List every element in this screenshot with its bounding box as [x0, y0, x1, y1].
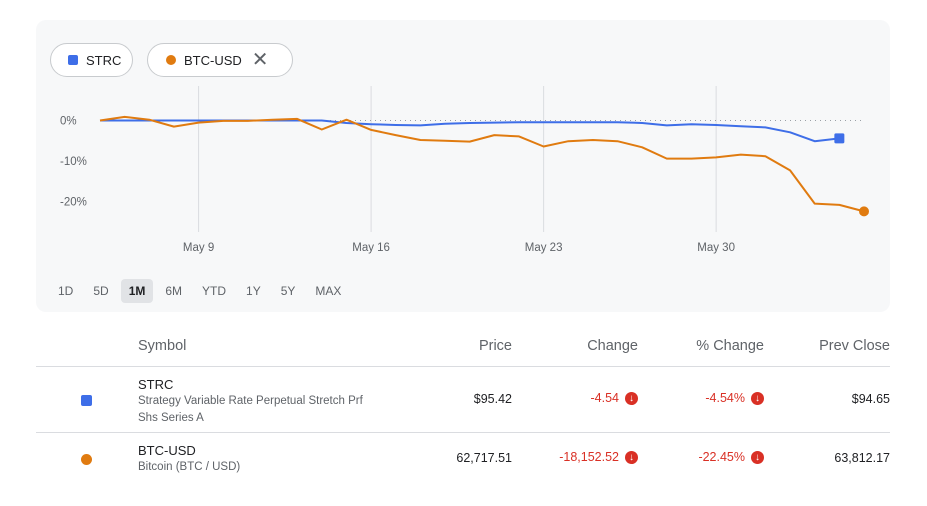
- y-tick-label: -20%: [60, 197, 87, 209]
- header-change: Change: [587, 338, 638, 354]
- x-tick-label: May 16: [352, 242, 390, 254]
- down-arrow-icon: ↓: [625, 391, 638, 405]
- pct-change-text: -22.45%: [698, 450, 745, 464]
- legend-chip-label: STRC: [86, 52, 122, 68]
- table-row[interactable]: STRC Strategy Variable Rate Perpetual St…: [36, 366, 890, 432]
- price-value: $95.42: [473, 392, 512, 406]
- series-end-marker-btc-usd: [859, 206, 869, 217]
- series-line-strc: [100, 119, 840, 143]
- symbol-name: Strategy Variable Rate Perpetual Stretch…: [138, 395, 363, 407]
- series-line-btc-usd: [99, 115, 865, 213]
- range-selector: 1D 5D 1M 6M YTD 1Y 5Y MAX: [50, 279, 353, 303]
- range-button-1d[interactable]: 1D: [58, 284, 74, 298]
- legend-chip-btc[interactable]: BTC-USD ✕: [147, 43, 293, 77]
- btc-circle-icon: [81, 454, 92, 465]
- header-pct-change: % Change: [696, 338, 764, 354]
- range-button-5d[interactable]: 5D: [93, 284, 109, 298]
- legend-chip-label: BTC-USD: [184, 52, 242, 68]
- symbol-cell: STRC Strategy Variable Rate Perpetual St…: [138, 377, 428, 426]
- strc-square-icon: [81, 395, 92, 406]
- change-value: -4.54 ↓: [518, 391, 638, 405]
- change-text: -4.54: [590, 391, 620, 405]
- header-symbol: Symbol: [138, 338, 187, 354]
- pct-change-value: -22.45% ↓: [644, 450, 764, 464]
- range-button-5y[interactable]: 5Y: [280, 284, 296, 298]
- change-value: -18,152.52 ↓: [518, 450, 638, 464]
- y-tick-label: -10%: [60, 156, 87, 168]
- chart-panel: STRC BTC-USD ✕ May 9 May 16 May 23 May 30 0%…: [36, 20, 890, 312]
- x-tick-label: May 30: [697, 242, 735, 254]
- down-arrow-icon: ↓: [625, 450, 638, 464]
- range-button-6m[interactable]: 6M: [165, 284, 183, 298]
- header-prev-close: Prev Close: [819, 338, 890, 354]
- range-button-max[interactable]: MAX: [315, 284, 342, 298]
- range-button-1y[interactable]: 1Y: [246, 284, 261, 298]
- prev-close-value: $94.65: [851, 392, 890, 406]
- legend-chip-strc[interactable]: STRC: [50, 43, 133, 77]
- strc-square-icon: [68, 55, 78, 65]
- price-value: 62,717.51: [456, 451, 512, 465]
- symbol-name-cont: Shs Series A: [138, 412, 204, 424]
- range-button-ytd[interactable]: YTD: [202, 284, 227, 298]
- symbol-cell: BTC-USD Bitcoin (BTC / USD): [138, 443, 428, 475]
- line-chart: May 9 May 16 May 23 May 30 0% -10% -20%: [60, 86, 869, 254]
- x-tick-label: May 9: [183, 242, 214, 254]
- x-tick-label: May 23: [525, 242, 563, 254]
- pct-change-text: -4.54%: [705, 391, 745, 405]
- btc-circle-icon: [166, 55, 176, 65]
- series-end-marker-strc: [834, 133, 845, 144]
- pct-change-value: -4.54% ↓: [644, 391, 764, 405]
- table-row[interactable]: BTC-USD Bitcoin (BTC / USD) 62,717.51 -1…: [36, 432, 890, 486]
- down-arrow-icon: ↓: [751, 391, 764, 405]
- down-arrow-icon: ↓: [751, 450, 764, 464]
- symbol-name: Bitcoin (BTC / USD): [138, 461, 241, 473]
- symbol-ticker: STRC: [138, 377, 174, 392]
- prev-close-value: 63,812.17: [834, 451, 890, 465]
- change-text: -18,152.52: [559, 450, 619, 464]
- range-button-1m[interactable]: 1M: [120, 279, 154, 303]
- header-price: Price: [478, 338, 512, 354]
- close-icon[interactable]: ✕: [251, 49, 269, 71]
- symbol-ticker: BTC-USD: [138, 443, 196, 458]
- y-tick-label: 0%: [60, 116, 77, 128]
